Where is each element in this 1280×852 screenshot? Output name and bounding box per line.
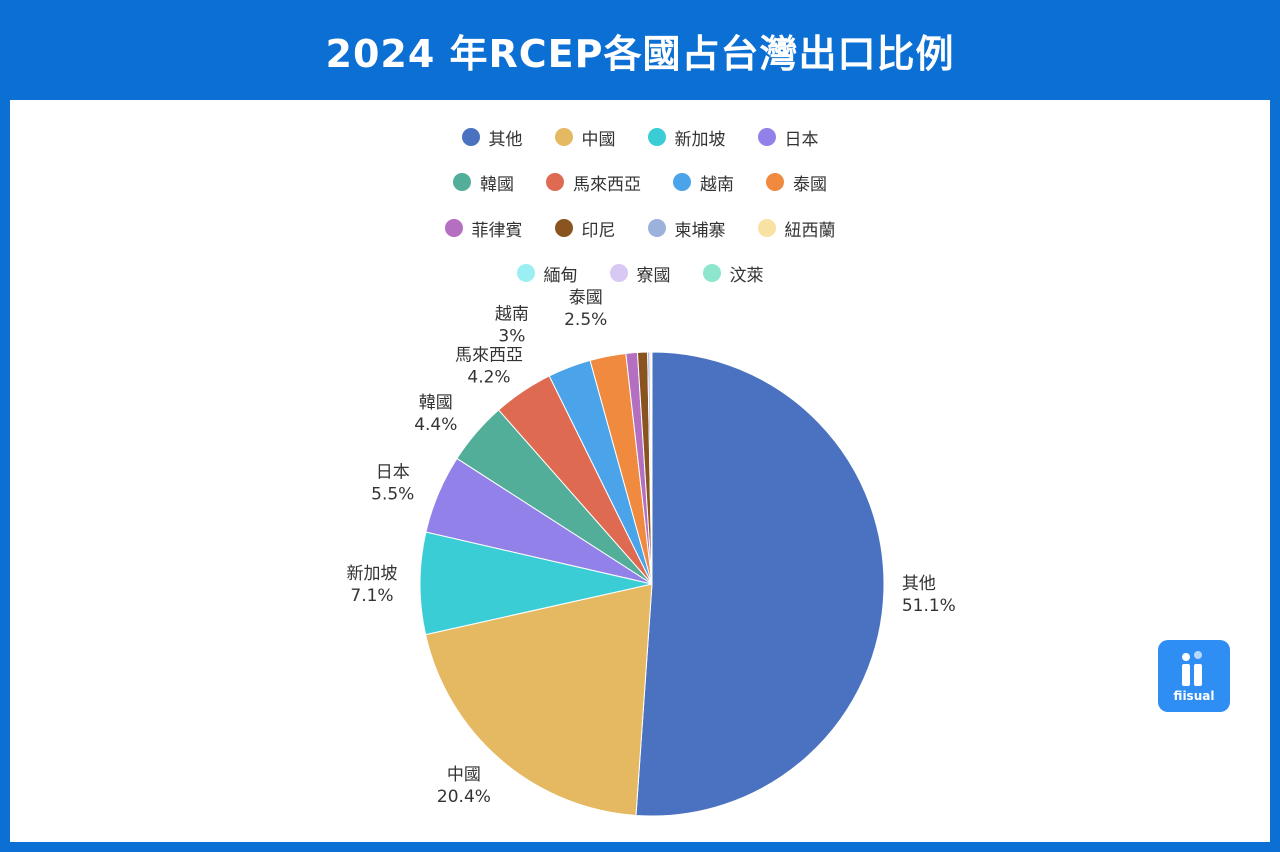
legend-label: 緬甸 [543,265,578,286]
legend-label: 馬來西亞 [573,174,641,195]
pie-chart: 其他 51.1%中國 20.4%新加坡 7.1%日本 5.5%韓國 4.4%馬來西亞 4.2… [347,288,956,817]
legend-item[interactable]: 汶萊 [702,261,764,286]
logo-text: fiisual [1173,689,1215,703]
legend-label: 汶萊 [729,265,764,286]
slice-label-name: 其他 [902,574,936,594]
legend-item[interactable]: 緬甸 [516,261,578,286]
legend-item[interactable]: 越南 [673,170,734,195]
slice-label-name: 馬來西亞 [455,346,523,366]
slice-label-value: 51.1% [902,596,956,616]
legend-item[interactable]: 寮國 [609,261,671,286]
legend-swatch [554,219,573,237]
legend-swatch [609,264,628,282]
legend-item[interactable]: 紐西蘭 [757,216,836,241]
legend-item[interactable]: 印尼 [554,216,616,241]
legend-label: 韓國 [480,174,514,195]
legend-label: 寮國 [636,265,671,286]
legend-swatch [453,173,471,191]
slice-label-value: 7.1% [350,586,393,606]
slice-label-name: 越南 [495,304,529,324]
slice-label-value: 3% [498,326,525,346]
pie-slice[interactable] [635,351,885,817]
legend-row: 菲律賓 印尼 柬埔寨 紐西蘭 [10,213,1270,243]
slice-label-value: 4.4% [414,415,457,435]
slice-label: 新加坡 7.1% [347,564,398,606]
legend-label: 新加坡 [674,129,726,150]
legend-label: 日本 [784,129,819,150]
legend-item[interactable]: 中國 [554,125,616,150]
legend-swatch [766,173,784,191]
slice-label-name: 韓國 [419,393,453,413]
slice-label-value: 20.4% [437,787,491,807]
fiisual-logo: fiisual [1158,640,1230,712]
slice-label: 其他 51.1% [902,574,956,616]
legend-swatch [516,264,535,282]
slice-label: 越南 3% [495,304,529,346]
slice-label: 泰國 2.5% [564,288,607,330]
legend-row: 韓國 馬來西亞 越南 泰國 [10,167,1270,197]
legend-item[interactable]: 馬來西亞 [546,170,641,195]
legend-swatch [647,219,666,237]
slice-label-name: 泰國 [569,288,603,308]
legend-swatch [554,128,573,146]
slice-label: 日本 5.5% [371,462,414,504]
legend-label: 越南 [700,174,734,195]
slice-label: 韓國 4.4% [414,393,457,435]
legend-label: 印尼 [581,220,616,241]
slice-label-value: 4.2% [467,368,510,388]
pie-slice[interactable] [424,583,653,816]
legend-item[interactable]: 菲律賓 [444,216,523,241]
legend-row: 其他 中國 新加坡 日本 [10,122,1270,152]
legend-swatch [461,128,480,146]
chart-panel: 其他 中國 新加坡 日本 韓國 馬來西亞 越南 泰國 菲律賓 印尼 柬埔寨 紐西蘭 緬甸 寮國 汶萊 其他 5… [10,100,1270,842]
legend-label: 紐西蘭 [784,220,836,241]
legend-row: 緬甸 寮國 汶萊 [10,258,1270,288]
legend-item[interactable]: 泰國 [766,170,827,195]
legend-label: 菲律賓 [471,220,523,241]
legend-item[interactable]: 其他 [461,125,523,150]
legend-item[interactable]: 韓國 [453,170,514,195]
slice-label-name: 新加坡 [347,564,398,584]
slice-label-value: 5.5% [371,484,414,504]
chart-title: 2024 年RCEP各國占台灣出口比例 [325,31,955,76]
fiisual-logo-icon [1182,651,1202,686]
legend-item[interactable]: 日本 [757,125,819,150]
legend-swatch [757,219,776,237]
legend-swatch [444,219,463,237]
legend-swatch [647,128,666,146]
legend-item[interactable]: 新加坡 [647,125,726,150]
legend-swatch [757,128,776,146]
legend-swatch [702,264,721,282]
slice-label-value: 2.5% [564,310,607,330]
legend-item[interactable]: 柬埔寨 [647,216,726,241]
slice-label-name: 中國 [447,765,481,785]
slice-label: 中國 20.4% [437,765,491,807]
pie-slice[interactable] [419,531,653,636]
legend-label: 中國 [581,129,616,150]
legend-swatch [546,173,564,191]
slice-label-name: 日本 [376,462,410,482]
slice-label: 馬來西亞 4.2% [455,346,523,388]
legend-label: 柬埔寨 [674,220,726,241]
legend-label: 其他 [488,129,523,150]
legend-swatch [673,173,691,191]
legend-label: 泰國 [793,174,827,195]
